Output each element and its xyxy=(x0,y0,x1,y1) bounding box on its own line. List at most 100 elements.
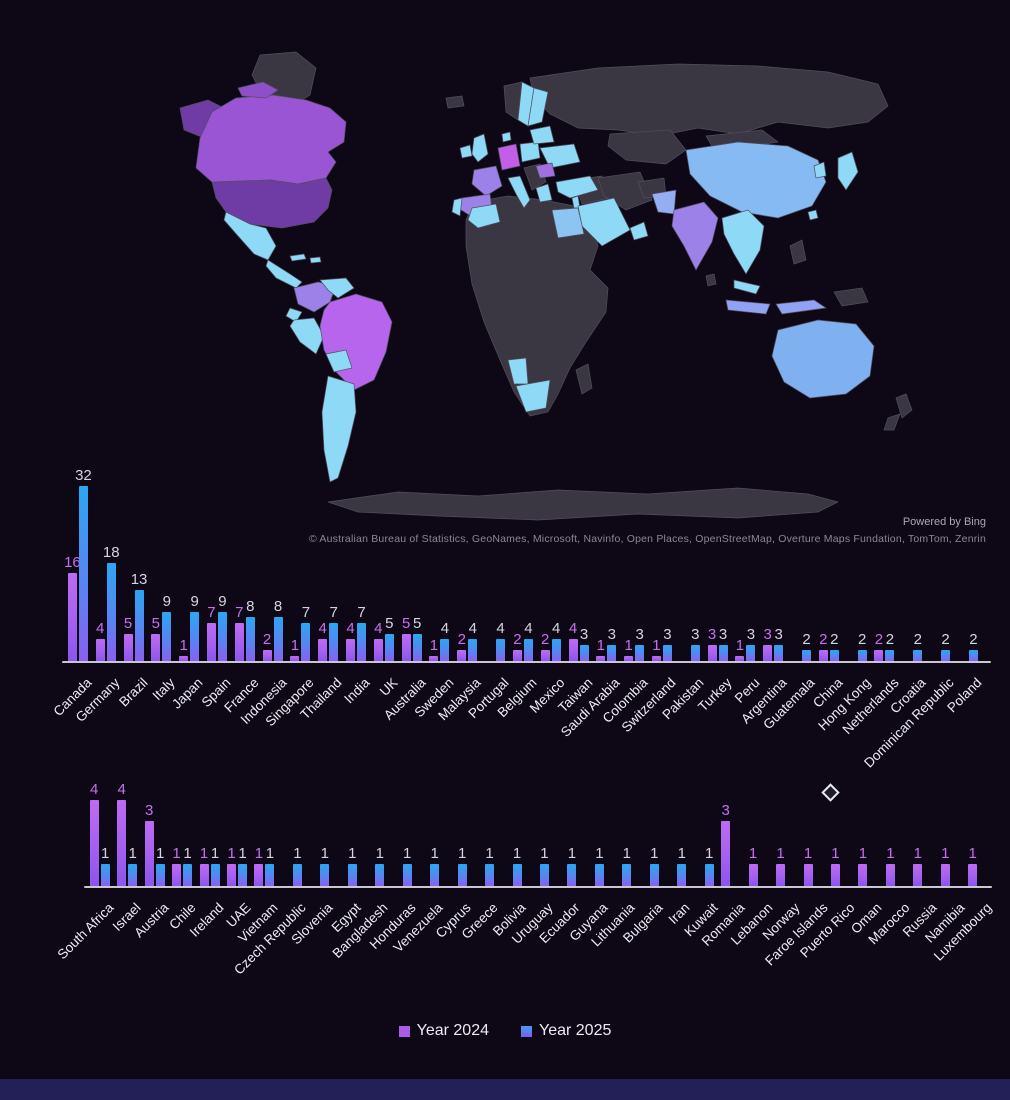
bar-year-2025-sweden[interactable] xyxy=(440,639,450,661)
map-region-france[interactable] xyxy=(471,165,503,197)
map-region-argentina-chile[interactable] xyxy=(321,375,357,483)
bar-year-2024-japan[interactable] xyxy=(179,656,189,661)
map-region-turkey[interactable] xyxy=(555,175,599,199)
map-region-ireland[interactable] xyxy=(459,144,473,159)
bar-year-2025-chile[interactable] xyxy=(183,864,193,886)
map-region-korea[interactable] xyxy=(813,161,827,179)
map-region-germany[interactable] xyxy=(497,143,521,171)
bar-year-2025-brazil[interactable] xyxy=(134,590,144,661)
bar-year-2024-namibia[interactable] xyxy=(940,864,950,886)
bar-year-2025-china[interactable] xyxy=(829,650,839,661)
map-region-pakistan[interactable] xyxy=(651,189,677,215)
legend-item-year-2025[interactable]: Year 2025 xyxy=(521,1022,611,1040)
map-region-uae-oman[interactable] xyxy=(629,221,649,241)
bar-year-2025-guatemala[interactable] xyxy=(802,650,812,661)
bar-year-2025-venezuela[interactable] xyxy=(430,864,440,886)
bar-year-2025-canada[interactable] xyxy=(78,486,88,661)
map-region-portugal[interactable] xyxy=(451,197,463,217)
bar-year-2024-turkey[interactable] xyxy=(707,645,717,661)
bar-year-2025-guyana[interactable] xyxy=(594,864,604,886)
bar-year-2025-japan[interactable] xyxy=(190,612,200,661)
bar-year-2024-norway[interactable] xyxy=(776,864,786,886)
map-region-poland[interactable] xyxy=(519,141,541,163)
bar-year-2024-peru[interactable] xyxy=(735,656,745,661)
map-region-ukraine[interactable] xyxy=(539,143,581,169)
bar-year-2024-romania[interactable] xyxy=(721,821,731,886)
bar-year-2025-india[interactable] xyxy=(357,623,367,661)
bar-year-2025-slovenia[interactable] xyxy=(320,864,330,886)
bar-year-2025-lithuania[interactable] xyxy=(622,864,632,886)
bar-year-2024-saudi-arabia[interactable] xyxy=(596,656,606,661)
map-region-peru[interactable] xyxy=(289,317,325,355)
bar-year-2025-france[interactable] xyxy=(245,617,255,661)
map-region-china[interactable] xyxy=(685,141,827,219)
bar-year-2024-belgium[interactable] xyxy=(512,650,522,661)
bar-year-2025-uruguay[interactable] xyxy=(539,864,549,886)
bar-year-2024-argentina[interactable] xyxy=(763,645,773,661)
bar-year-2025-taiwan[interactable] xyxy=(579,645,589,661)
bar-year-2025-south-africa[interactable] xyxy=(100,864,110,886)
bar-year-2024-brazil[interactable] xyxy=(123,634,133,661)
map-region-egypt[interactable] xyxy=(551,207,585,239)
bar-year-2024-malaysia[interactable] xyxy=(457,650,467,661)
map-region-australia[interactable] xyxy=(771,319,875,399)
bar-year-2025-uk[interactable] xyxy=(384,634,394,661)
bar-year-2025-australia[interactable] xyxy=(412,634,422,661)
bar-year-2024-austria[interactable] xyxy=(144,821,154,886)
bar-year-2025-croatia[interactable] xyxy=(913,650,923,661)
map-region-russia[interactable] xyxy=(529,63,889,137)
bar-year-2025-argentina[interactable] xyxy=(774,645,784,661)
map-region-venezuela[interactable] xyxy=(319,277,355,299)
map-region-baltics[interactable] xyxy=(529,125,555,145)
bar-year-2025-turkey[interactable] xyxy=(718,645,728,661)
map-region-romania[interactable] xyxy=(535,162,556,179)
map-region-kazakhstan[interactable] xyxy=(607,129,687,165)
map-region-iceland[interactable] xyxy=(445,95,465,109)
bar-year-2025-spain[interactable] xyxy=(217,612,227,661)
map-region-madagascar[interactable] xyxy=(575,363,593,395)
bar-year-2025-belgium[interactable] xyxy=(523,639,533,661)
bar-year-2025-colombia[interactable] xyxy=(635,645,645,661)
bar-year-2024-chile[interactable] xyxy=(172,864,182,886)
map-region-finland[interactable] xyxy=(527,87,549,127)
bar-year-2024-switzerland[interactable] xyxy=(651,656,661,661)
bar-year-2024-mexico[interactable] xyxy=(540,650,550,661)
world-choropleth-map[interactable] xyxy=(178,50,990,530)
bar-year-2025-honduras[interactable] xyxy=(402,864,412,886)
bar-year-2025-saudi-arabia[interactable] xyxy=(607,645,617,661)
bar-year-2024-taiwan[interactable] xyxy=(568,639,578,661)
bar-year-2025-israel[interactable] xyxy=(128,864,138,886)
map-region-south-africa[interactable] xyxy=(515,379,551,413)
bar-year-2024-italy[interactable] xyxy=(151,634,161,661)
bar-year-2025-singapore[interactable] xyxy=(301,623,311,661)
bar-year-2025-ireland[interactable] xyxy=(210,864,220,886)
map-region-central-america[interactable] xyxy=(265,259,303,289)
bar-year-2024-uk[interactable] xyxy=(373,639,383,661)
bar-year-2025-iran[interactable] xyxy=(677,864,687,886)
map-region-antarctica[interactable] xyxy=(327,487,839,521)
map-region-indonesia-east[interactable] xyxy=(775,299,827,315)
bar-year-2025-netherlands[interactable] xyxy=(885,650,895,661)
bar-year-2024-marocco[interactable] xyxy=(885,864,895,886)
bar-year-2025-poland[interactable] xyxy=(968,650,978,661)
bar-year-2025-uae[interactable] xyxy=(237,864,247,886)
bar-year-2025-mexico[interactable] xyxy=(551,639,561,661)
bar-year-2025-greece[interactable] xyxy=(485,864,495,886)
bar-year-2025-austria[interactable] xyxy=(155,864,165,886)
map-region-brazil[interactable] xyxy=(319,293,393,391)
map-region-caribbean[interactable] xyxy=(289,253,322,264)
map-region-uk[interactable] xyxy=(471,133,489,163)
bar-year-2025-cyprus[interactable] xyxy=(457,864,467,886)
bar-year-2024-lebanon[interactable] xyxy=(748,864,758,886)
map-region-morocco[interactable] xyxy=(467,203,501,229)
bar-year-2025-italy[interactable] xyxy=(162,612,172,661)
bar-year-2024-thailand[interactable] xyxy=(318,639,328,661)
map-region-malaysia[interactable] xyxy=(733,279,761,295)
bar-year-2025-germany[interactable] xyxy=(106,563,116,661)
map-region-italy[interactable] xyxy=(507,175,531,209)
map-region-canada[interactable] xyxy=(195,94,347,187)
bar-year-2024-faroe-islands[interactable] xyxy=(803,864,813,886)
bar-year-2025-kuwait[interactable] xyxy=(704,864,714,886)
bar-year-2025-switzerland[interactable] xyxy=(662,645,672,661)
bar-year-2025-indonesia[interactable] xyxy=(273,617,283,661)
